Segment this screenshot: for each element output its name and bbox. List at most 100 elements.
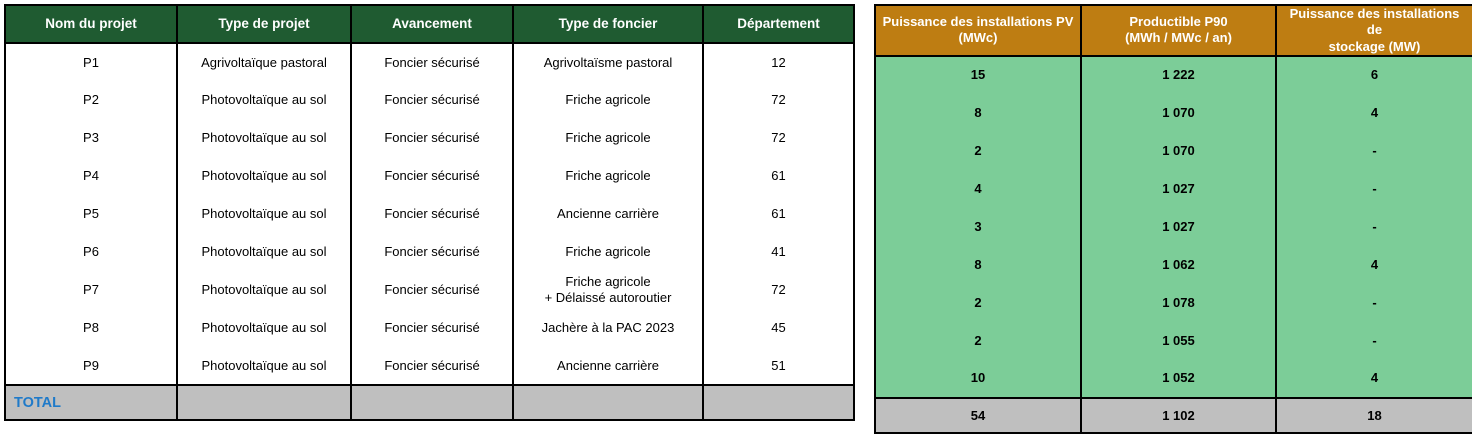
table-cell: Friche agricole xyxy=(512,81,704,119)
header-line: Puissance des installations de xyxy=(1289,6,1460,38)
table-cell: 1 222 xyxy=(1080,55,1277,94)
table-cell: Friche agricole + Délaissé autoroutier xyxy=(512,271,704,309)
column-header-type-de-foncier: Type de foncier xyxy=(512,4,704,44)
table-cell: 8 xyxy=(874,93,1082,132)
table-cell: 4 xyxy=(874,169,1082,208)
column-header-puissance-pv: Puissance des installations PV (MWc) xyxy=(874,4,1082,57)
table-cell: 3 xyxy=(874,207,1082,246)
header-line: stockage (MW) xyxy=(1328,38,1421,54)
table-cell: P1 xyxy=(4,43,178,81)
table-cell: P7 xyxy=(4,271,178,309)
table-row: P8 Photovoltaïque au sol Foncier sécurisé J… xyxy=(4,309,855,347)
table-cell: 1 055 xyxy=(1080,321,1277,360)
table-cell: 1 070 xyxy=(1080,93,1277,132)
table-cell xyxy=(702,384,855,421)
table-cell: Photovoltaïque au sol xyxy=(176,195,352,233)
table-cell: Foncier sécurisé xyxy=(350,43,514,81)
table-cell: Foncier sécurisé xyxy=(350,119,514,157)
table-cell: 2 xyxy=(874,283,1082,322)
table-row: P1 Agrivoltaïque pastoral Foncier sécurisé… xyxy=(4,43,855,81)
total-row: TOTAL xyxy=(4,384,855,421)
table-cell: Foncier sécurisé xyxy=(350,309,514,347)
table-cell: 4 xyxy=(1275,359,1472,398)
table-cell: Agrivoltaïque pastoral xyxy=(176,43,352,81)
table-cell: Foncier sécurisé xyxy=(350,81,514,119)
table-cell xyxy=(512,384,704,421)
table-row: P6 Photovoltaïque au sol Foncier sécurisé F… xyxy=(4,233,855,271)
header-row: Puissance des installations PV (MWc) Pro… xyxy=(874,4,1472,57)
table-cell: 1 078 xyxy=(1080,283,1277,322)
table-cell: Ancienne carrière xyxy=(512,195,704,233)
table-cell: Friche agricole xyxy=(512,157,704,195)
column-header-puissance-stockage: Puissance des installations de stockage … xyxy=(1275,4,1472,57)
total-cell-p90: 1 102 xyxy=(1080,396,1277,434)
table-cell xyxy=(350,384,514,421)
table-cell: Photovoltaïque au sol xyxy=(176,119,352,157)
table-cell: Photovoltaïque au sol xyxy=(176,271,352,309)
table-cell: Photovoltaïque au sol xyxy=(176,347,352,385)
table-cell: Photovoltaïque au sol xyxy=(176,81,352,119)
table-cell: - xyxy=(1275,207,1472,246)
table-cell: 10 xyxy=(874,359,1082,398)
table-cell: Foncier sécurisé xyxy=(350,233,514,271)
table-cell: - xyxy=(1275,169,1472,208)
table-cell: P2 xyxy=(4,81,178,119)
projects-table: Nom du projet Type de projet Avancement … xyxy=(4,4,855,421)
table-cell: 6 xyxy=(1275,55,1472,94)
table-cell: P9 xyxy=(4,347,178,385)
header-line: (MWh / MWc / an) xyxy=(1125,30,1232,46)
header-row: Nom du projet Type de projet Avancement … xyxy=(4,4,855,44)
table-cell: Photovoltaïque au sol xyxy=(176,309,352,347)
table-cell: 1 027 xyxy=(1080,207,1277,246)
table-cell: 61 xyxy=(702,195,855,233)
table-cell: P6 xyxy=(4,233,178,271)
table-cell: 2 xyxy=(874,321,1082,360)
table-row: P5 Photovoltaïque au sol Foncier sécurisé A… xyxy=(4,195,855,233)
table-cell: - xyxy=(1275,283,1472,322)
header-line: (MWc) xyxy=(958,30,998,46)
table-cell: P3 xyxy=(4,119,178,157)
table-cell: P5 xyxy=(4,195,178,233)
metrics-table: Puissance des installations PV (MWc) Pro… xyxy=(874,4,1472,434)
projects-table-footer: TOTAL xyxy=(4,384,855,421)
column-header-type-de-projet: Type de projet xyxy=(176,4,352,44)
header-line: Puissance des installations PV xyxy=(882,14,1074,30)
table-row: P3 Photovoltaïque au sol Foncier sécurisé F… xyxy=(4,119,855,157)
table-cell: 1 070 xyxy=(1080,131,1277,170)
table-cell: 72 xyxy=(702,271,855,309)
table-cell: - xyxy=(1275,321,1472,360)
table-row: 15 1 222 6 xyxy=(874,55,1472,94)
table-cell xyxy=(176,384,352,421)
projects-table-body: P1 Agrivoltaïque pastoral Foncier sécurisé… xyxy=(4,43,855,385)
table-cell: 4 xyxy=(1275,245,1472,284)
total-row: 54 1 102 18 xyxy=(874,396,1472,434)
table-cell: Photovoltaïque au sol xyxy=(176,157,352,195)
projects-table-header: Nom du projet Type de projet Avancement … xyxy=(4,4,855,44)
total-label: TOTAL xyxy=(4,384,178,421)
table-cell: 8 xyxy=(874,245,1082,284)
table-cell: P4 xyxy=(4,157,178,195)
table-row: P2 Photovoltaïque au sol Foncier sécurisé F… xyxy=(4,81,855,119)
table-cell: 45 xyxy=(702,309,855,347)
table-cell: Jachère à la PAC 2023 xyxy=(512,309,704,347)
column-header-departement: Département xyxy=(702,4,855,44)
table-cell: 4 xyxy=(1275,93,1472,132)
column-header-productible-p90: Productible P90 (MWh / MWc / an) xyxy=(1080,4,1277,57)
table-cell: 1 062 xyxy=(1080,245,1277,284)
header-line: Productible P90 xyxy=(1129,14,1228,30)
table-cell: 2 xyxy=(874,131,1082,170)
total-cell-pv: 54 xyxy=(874,396,1082,434)
table-cell: Foncier sécurisé xyxy=(350,195,514,233)
metrics-table-body: 15 1 222 6 8 1 070 4 2 1 070-4 1 027-3 1 027-8 1 0… xyxy=(874,55,1472,398)
table-row: P4 Photovoltaïque au sol Foncier sécurisé F… xyxy=(4,157,855,195)
table-cell: 61 xyxy=(702,157,855,195)
table-cell: P8 xyxy=(4,309,178,347)
table-cell: Foncier sécurisé xyxy=(350,271,514,309)
